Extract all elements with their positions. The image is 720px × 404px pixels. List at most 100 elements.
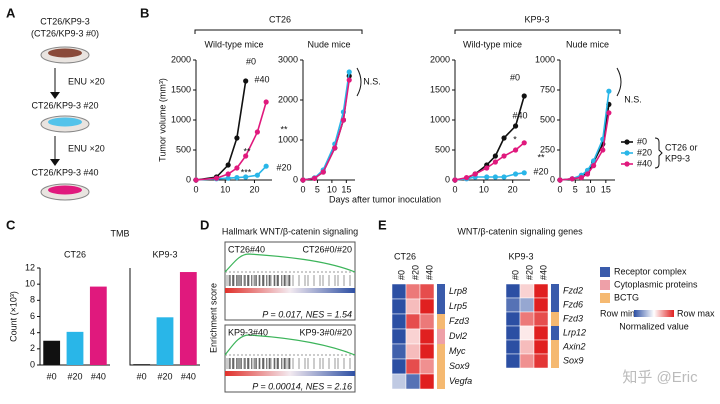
gene-hits xyxy=(226,275,351,286)
heatmap-title: WNT/β-catenin signaling genes xyxy=(457,226,583,236)
gene-label: Fzd2 xyxy=(563,285,583,295)
data-point xyxy=(521,93,527,99)
cell-line-label: (CT26/KP9-3 #0) xyxy=(31,28,99,38)
annotation: ** xyxy=(280,124,288,134)
block-title: CT26 xyxy=(394,251,416,261)
arrow-head xyxy=(50,92,60,99)
category-bar xyxy=(437,359,445,374)
category-bar xyxy=(437,374,445,389)
y-tick-label: 2000 xyxy=(171,54,191,64)
y-tick-label: 0 xyxy=(186,174,191,184)
axis xyxy=(302,60,355,181)
group-title: KP9-3 xyxy=(524,14,549,24)
heatmap-cell xyxy=(519,325,535,341)
annotation: *** xyxy=(241,167,252,177)
heatmap-cell xyxy=(405,358,421,375)
gene-label: Fzd3 xyxy=(563,313,583,323)
y-tick-label: 0 xyxy=(30,359,35,369)
legend-label: #40 xyxy=(637,158,652,168)
x-tick-label: #40 xyxy=(181,371,196,381)
bar xyxy=(133,364,151,365)
y-tick-label: 500 xyxy=(435,144,450,154)
data-point xyxy=(484,174,490,180)
x-tick-label: 0 xyxy=(452,184,457,194)
heatmap-cell xyxy=(391,298,407,315)
heatmap-cell xyxy=(505,353,521,369)
category-bar xyxy=(437,344,445,359)
heatmap-cell xyxy=(405,373,421,390)
scale-bar xyxy=(634,310,674,317)
gene-label: Lrp5 xyxy=(449,301,468,311)
x-axis-label: Days after tumor inoculation xyxy=(329,194,441,204)
heatmap-cell xyxy=(419,313,435,330)
data-point xyxy=(234,165,240,171)
annotation: * xyxy=(513,134,517,144)
ns-bracket xyxy=(356,67,362,97)
data-point xyxy=(463,175,470,181)
rank-bar xyxy=(225,288,355,293)
data-point xyxy=(501,174,507,180)
gene-label: Sox9 xyxy=(563,355,584,365)
data-point xyxy=(234,135,240,141)
data-point xyxy=(492,174,498,180)
heatmap-cell xyxy=(519,353,535,369)
panel-label: A xyxy=(6,5,16,20)
data-point xyxy=(263,99,269,105)
axis xyxy=(129,268,200,366)
data-point xyxy=(340,117,347,123)
annotation: #0 xyxy=(246,56,256,66)
y-tick-label: 1000 xyxy=(278,134,298,144)
annotation: ** xyxy=(243,146,251,156)
y-tick-label: 0 xyxy=(550,174,555,184)
x-tick-label: 20 xyxy=(249,184,259,194)
data-point xyxy=(521,170,527,176)
data-point xyxy=(521,140,527,146)
group-bracket xyxy=(454,29,621,34)
legend-title: KP9-3 xyxy=(665,153,690,163)
gene-label: Dvl2 xyxy=(449,331,467,341)
panel-label: D xyxy=(200,217,209,232)
legend-marker xyxy=(624,139,630,145)
gene-label: Sox9 xyxy=(449,361,470,371)
y-tick-label: 8 xyxy=(30,295,35,305)
data-point xyxy=(332,145,338,151)
data-point xyxy=(584,171,591,177)
data-point xyxy=(311,175,318,181)
y-axis-label: Tumor volume (mm³) xyxy=(157,78,167,162)
data-point xyxy=(600,147,606,153)
cells xyxy=(48,185,82,195)
heatmap-cell xyxy=(505,325,521,341)
heatmap-cell xyxy=(391,328,407,345)
cells xyxy=(48,48,82,58)
x-tick-label: 10 xyxy=(479,184,489,194)
chart-title: Nude mice xyxy=(307,39,350,49)
heatmap-cell xyxy=(533,339,549,355)
data-point xyxy=(346,77,352,83)
legend-label: Cytoplasmic proteins xyxy=(614,279,698,289)
data-point xyxy=(501,135,507,141)
y-tick-label: 3000 xyxy=(278,54,298,64)
heatmap-cell xyxy=(391,343,407,360)
ns-bracket xyxy=(616,67,622,97)
legend-label: #20 xyxy=(637,147,652,157)
treatment-label: ENU ×20 xyxy=(68,143,105,153)
heatmap-cell xyxy=(533,297,549,313)
y-tick-label: 500 xyxy=(176,144,191,154)
column-label: #40 xyxy=(424,265,434,280)
cells xyxy=(48,117,82,127)
legend-brace xyxy=(654,137,663,169)
data-point xyxy=(484,165,490,171)
data-point xyxy=(263,163,269,169)
gsea-right-label: CT26#0/#20 xyxy=(302,244,352,254)
annotation: N.S. xyxy=(363,76,381,86)
y-tick-label: 0 xyxy=(445,174,450,184)
category-bar xyxy=(551,340,559,354)
legend-marker xyxy=(624,150,630,156)
column-label: #20 xyxy=(524,265,534,280)
data-point xyxy=(578,175,584,181)
gsea-frame xyxy=(224,241,356,321)
heatmap-cell xyxy=(391,373,407,390)
gsea-ylabel: Enrichment score xyxy=(208,283,218,353)
x-tick-label: 0 xyxy=(193,184,198,194)
